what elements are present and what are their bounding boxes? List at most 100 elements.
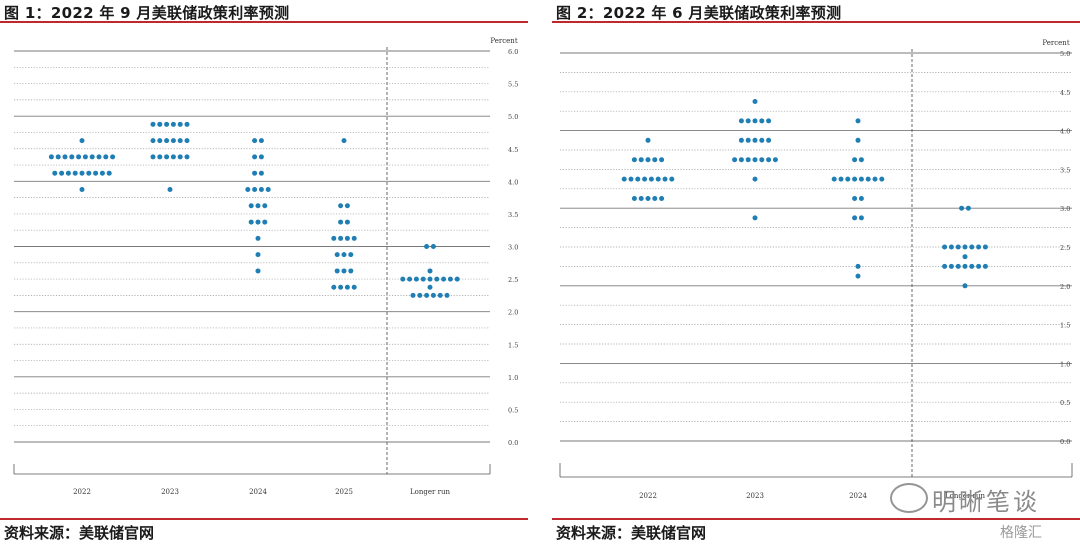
participant-dot (638, 196, 644, 201)
participant-dot (652, 196, 658, 201)
participant-dot (170, 121, 176, 127)
participant-dot (96, 154, 102, 160)
participant-dot (351, 284, 357, 290)
y-tick-label: 3.0 (508, 244, 518, 252)
participant-dot (344, 203, 350, 209)
participant-dot (759, 137, 765, 143)
y-tick-label: 5.0 (1060, 50, 1070, 58)
participant-dot (430, 292, 436, 298)
participant-dot (184, 138, 190, 144)
participant-dot (621, 176, 627, 182)
participant-dot (965, 205, 971, 211)
participant-dot (93, 170, 99, 176)
participant-dot (252, 138, 258, 144)
participant-dot (164, 138, 170, 144)
participant-dot (72, 170, 78, 176)
figure-1-panel: 图 1：2022 年 9 月美联储政策利率预测 0.0 0.5 1.0 1.5 2.0 2… (0, 0, 528, 546)
participant-dot (766, 118, 772, 124)
participant-dot (865, 176, 871, 182)
participant-dot (738, 137, 744, 143)
participant-dot (331, 235, 337, 241)
participant-dot (338, 235, 344, 241)
participant-dot (341, 252, 347, 258)
participant-dot (955, 244, 961, 250)
participant-dot (184, 121, 190, 127)
participant-dot (255, 235, 261, 241)
participant-dot (62, 154, 68, 160)
participant-dot (852, 196, 858, 201)
participant-dot (338, 219, 344, 225)
participant-dot (59, 170, 65, 176)
participant-dot (69, 154, 75, 160)
participant-dot (252, 154, 258, 160)
participant-dot (766, 157, 772, 163)
y-tick-label: 5.0 (508, 113, 518, 121)
participant-dot (150, 121, 156, 127)
participant-dot (103, 154, 109, 160)
participant-dot (852, 176, 858, 182)
y-tick-label: 3.5 (508, 211, 518, 219)
participant-dot (638, 157, 644, 163)
participant-dot (76, 154, 82, 160)
participant-dot (759, 118, 765, 124)
participant-dot (344, 284, 350, 290)
participant-dot (855, 137, 861, 143)
x-tick-label: 2024 (849, 492, 867, 500)
participant-dot (150, 154, 156, 160)
figure-1-top-rule (0, 21, 528, 23)
participant-dot (258, 154, 264, 160)
participant-dot (855, 118, 861, 124)
y-axis-label: Percent (1042, 39, 1069, 47)
participant-dot (338, 284, 344, 290)
participant-dot (959, 205, 965, 211)
participant-dot (262, 219, 268, 225)
participant-dot (855, 263, 861, 269)
participant-dot (427, 268, 433, 274)
participant-dot (164, 154, 170, 160)
participant-dot (79, 186, 85, 192)
participant-dot (858, 157, 864, 163)
participant-dot (248, 203, 254, 209)
participant-dot (745, 157, 751, 163)
figure-2-bottom-rule (552, 518, 1080, 520)
participant-dot (831, 176, 837, 182)
participant-dot (334, 268, 340, 274)
participant-dot (642, 176, 648, 182)
participant-dot (454, 276, 460, 282)
participant-dot (262, 203, 268, 209)
wechat-icon (890, 483, 928, 513)
participant-dot (334, 252, 340, 258)
participant-dot (434, 276, 440, 282)
participant-dot (413, 276, 419, 282)
participant-dot (969, 263, 975, 269)
y-axis-label: Percent (490, 37, 517, 45)
participant-dot (441, 276, 447, 282)
participant-dot (858, 215, 864, 221)
y-tick-label: 1.5 (1060, 322, 1070, 330)
y-tick-label: 1.5 (508, 341, 518, 349)
participant-dot (631, 196, 637, 201)
participant-dot (82, 154, 88, 160)
participant-dot (645, 137, 651, 143)
participant-dot (635, 176, 641, 182)
participant-dot (338, 203, 344, 209)
y-tick-label: 3.5 (1060, 166, 1070, 174)
participant-dot (170, 154, 176, 160)
y-tick-label: 1.0 (508, 374, 518, 382)
participant-dot (648, 176, 654, 182)
participant-dot (164, 121, 170, 127)
participant-dot (976, 244, 982, 250)
y-tick-label: 0.5 (508, 406, 518, 414)
participant-dot (177, 121, 183, 127)
participant-dot (255, 219, 261, 225)
y-tick-label: 2.0 (508, 309, 518, 317)
participant-dot (766, 137, 772, 143)
participant-dot (157, 138, 163, 144)
participant-dot (430, 244, 436, 249)
participant-dot (52, 170, 58, 176)
x-tick-label: 2025 (335, 488, 353, 496)
participant-dot (348, 252, 354, 258)
x-tick-label: Longer run (945, 492, 985, 500)
y-tick-label: 1.0 (1060, 360, 1070, 368)
participant-dot (976, 263, 982, 269)
